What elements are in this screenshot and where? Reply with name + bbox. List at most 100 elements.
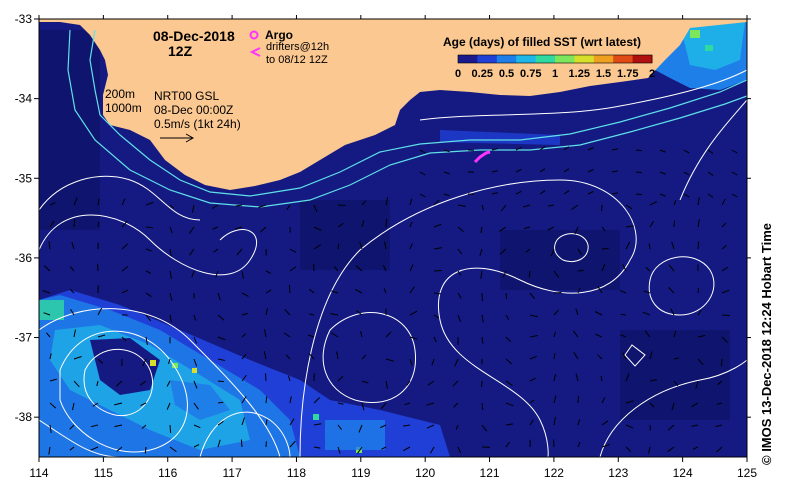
velocity-arrow xyxy=(265,373,267,382)
velocity-scale-label: 0.5m/s (1kt 24h) xyxy=(154,117,241,131)
velocity-arrow xyxy=(145,314,152,322)
y-tick-label: -36 xyxy=(15,251,33,265)
velocity-arrow xyxy=(288,375,291,382)
colorbar-swatch xyxy=(535,55,556,63)
x-tick-label: 115 xyxy=(94,466,113,480)
velocity-arrow xyxy=(481,314,484,323)
velocity-arrow xyxy=(142,358,147,367)
velocity-arrow xyxy=(505,441,510,448)
x-tick-label: 116 xyxy=(158,466,177,480)
velocity-arrow xyxy=(539,146,546,151)
velocity-arrow xyxy=(457,226,464,232)
velocity-arrow xyxy=(601,397,606,404)
isobath-lines xyxy=(67,29,747,208)
velocity-arrow xyxy=(241,417,245,426)
velocity-arrow xyxy=(235,204,243,207)
velocity-arrow xyxy=(169,204,175,209)
velocity-arrow xyxy=(49,424,52,433)
x-tick-label: 124 xyxy=(673,466,693,480)
velocity-arrow xyxy=(193,424,201,429)
velocity-arrow xyxy=(659,193,666,197)
velocity-arrow xyxy=(659,171,666,175)
colorbar-swatch xyxy=(574,55,595,63)
velocity-arrow xyxy=(409,243,413,250)
velocity-arrow xyxy=(145,336,148,345)
velocity-arrow xyxy=(553,270,560,278)
velocity-arrow xyxy=(145,270,152,274)
velocity-arrow xyxy=(383,265,387,272)
drifters-label-1: drifters@12h xyxy=(266,41,329,53)
velocity-arrow xyxy=(505,402,514,407)
velocity-arrow xyxy=(379,424,387,429)
velocity-arrow xyxy=(331,332,339,338)
velocity-arrow xyxy=(265,307,268,316)
colorbar-swatch xyxy=(593,55,614,63)
velocity-arrow xyxy=(380,402,387,410)
velocity-arrow xyxy=(241,312,249,316)
velocity-arrow xyxy=(217,420,224,426)
velocity-arrow xyxy=(336,351,339,360)
y-tick-label: -37 xyxy=(15,331,33,345)
velocity-arrow xyxy=(625,241,631,250)
velocity-arrow xyxy=(260,226,267,233)
velocity-arrow xyxy=(721,222,727,228)
velocity-arrow xyxy=(573,351,579,360)
velocity-arrow xyxy=(97,198,100,206)
velocity-arrow xyxy=(92,402,99,407)
velocity-arrow xyxy=(193,380,198,389)
velocity-arrow xyxy=(625,424,634,429)
velocity-arrow xyxy=(721,358,723,366)
velocity-arrow xyxy=(697,335,706,338)
velocity-arrow xyxy=(457,446,462,453)
velocity-arrow xyxy=(480,270,483,279)
velocity-arrow xyxy=(594,311,603,316)
velocity-arrow xyxy=(212,226,219,230)
velocity-arrow xyxy=(217,358,226,361)
velocity-arrow xyxy=(189,248,195,256)
velocity-arrow xyxy=(553,331,556,338)
velocity-arrow xyxy=(455,424,459,430)
velocity-arrow xyxy=(71,242,75,250)
argo-marker-icon xyxy=(249,30,259,40)
velocity-arrow xyxy=(539,168,546,173)
velocity-arrow xyxy=(479,248,483,257)
velocity-arrow xyxy=(121,336,127,342)
velocity-arrow xyxy=(515,168,522,173)
velocity-arrow xyxy=(241,396,247,404)
velocity-arrow xyxy=(529,377,536,382)
velocity-arrow xyxy=(333,266,339,272)
velocity-arrow xyxy=(670,308,675,316)
velocity-arrow xyxy=(211,204,219,210)
velocity-arrow xyxy=(313,204,318,213)
velocity-arrow xyxy=(308,313,315,316)
velocity-arrow xyxy=(166,402,171,410)
velocity-arrow xyxy=(553,309,559,316)
velocity-arrow xyxy=(289,266,297,272)
velocity-arrow xyxy=(313,397,321,404)
velocity-arrow xyxy=(716,446,723,453)
velocity-arrow xyxy=(313,226,322,231)
velocity-arrow xyxy=(289,248,297,253)
colorbar-tick-label: 1.25 xyxy=(569,68,590,80)
velocity-arrow xyxy=(649,220,655,228)
velocity-arrow xyxy=(409,264,414,272)
velocity-arrow xyxy=(505,358,513,365)
x-tick-label: 117 xyxy=(223,466,242,480)
velocity-arrow xyxy=(144,446,147,454)
velocity-arrow xyxy=(69,446,75,451)
velocity-arrow xyxy=(426,424,435,429)
velocity-arrow xyxy=(285,354,291,360)
velocity-arrow xyxy=(313,423,322,426)
velocity-arrow xyxy=(716,402,723,405)
velocity-arrow xyxy=(635,149,643,152)
velocity-arrow xyxy=(419,193,426,198)
velocity-arrow xyxy=(433,247,442,250)
velocity-arrow xyxy=(337,402,344,405)
velocity-arrow xyxy=(648,446,651,454)
velocity-arrow xyxy=(381,446,387,450)
velocity-arrow xyxy=(649,201,658,206)
velocity-arrow xyxy=(169,292,173,301)
velocity-arrow xyxy=(97,221,100,228)
velocity-arrow xyxy=(385,219,387,228)
